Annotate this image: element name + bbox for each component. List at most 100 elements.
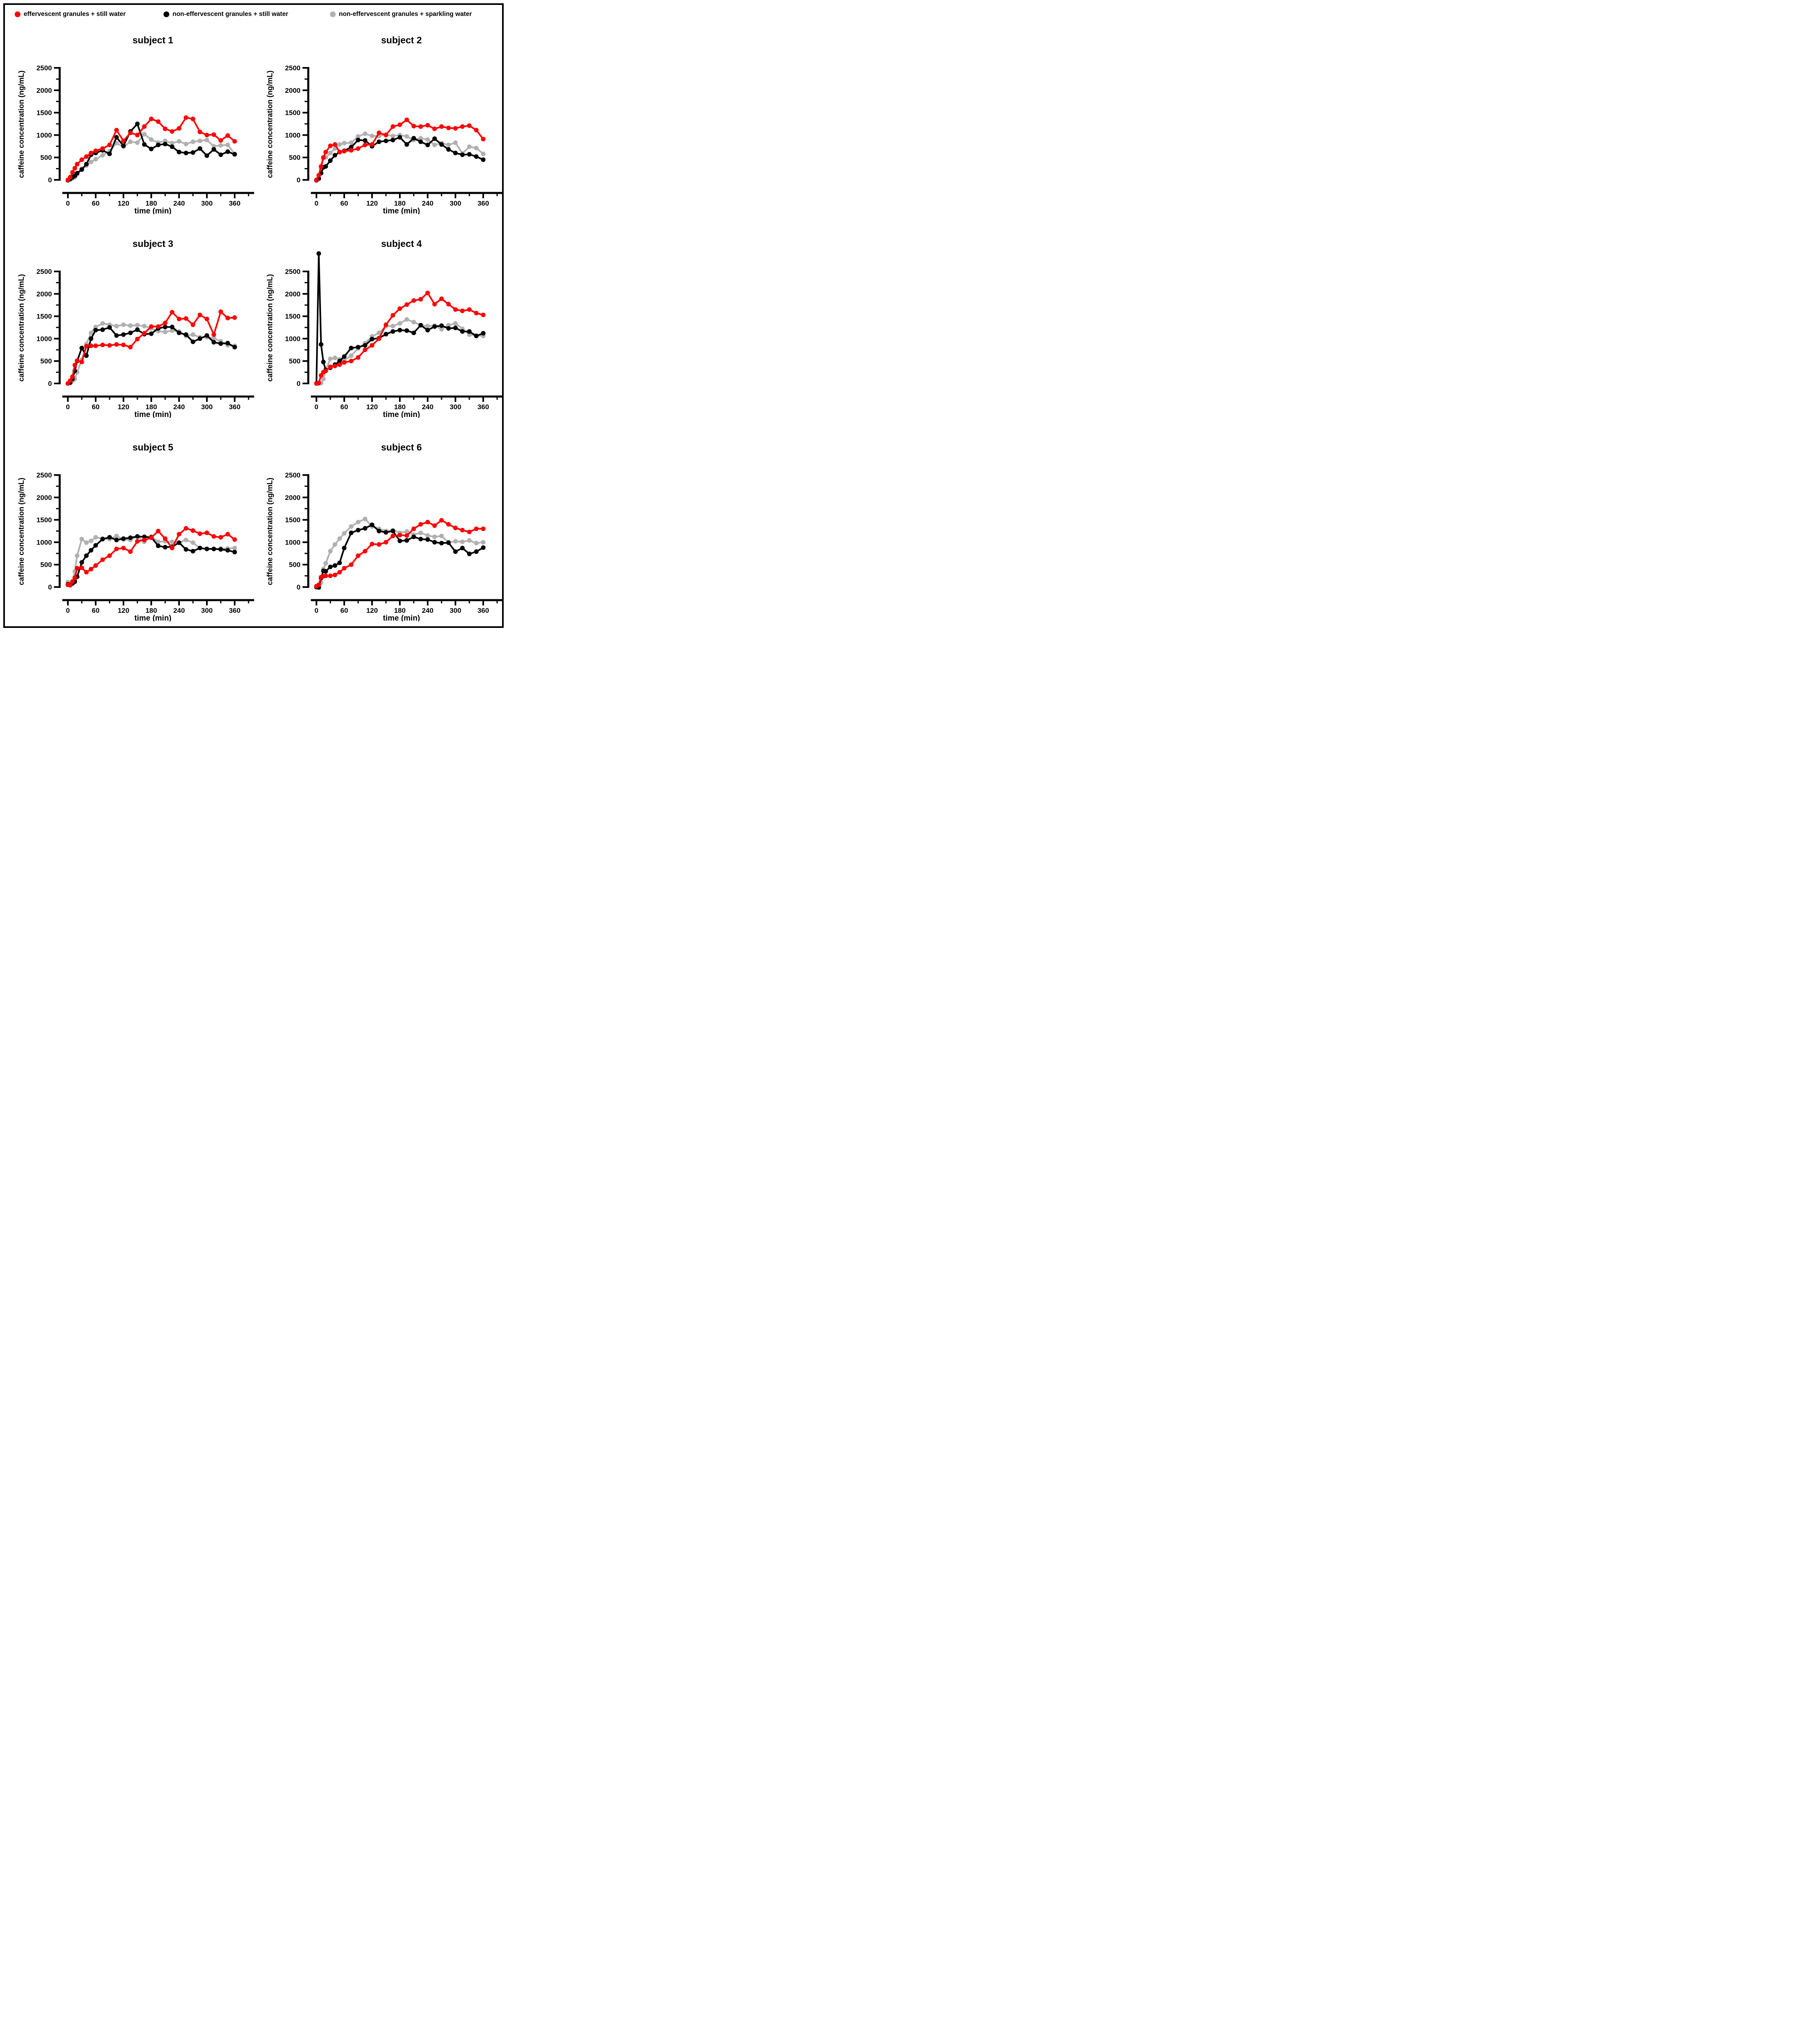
data-point-non-effervescent-granules-sparkling-water: [184, 538, 188, 542]
data-point-non-effervescent-granules-sparkling-water: [135, 323, 140, 328]
x-tick-label: 180: [394, 403, 406, 411]
data-point-non-effervescent-granules-sparkling-water: [363, 516, 368, 521]
data-point-effervescent-granules-still-water: [418, 522, 423, 527]
data-point-non-effervescent-granules-still-water: [404, 538, 409, 543]
data-point-effervescent-granules-still-water: [390, 533, 395, 538]
y-tick-label: 1000: [36, 538, 52, 546]
data-point-effervescent-granules-still-water: [72, 575, 77, 580]
data-point-non-effervescent-granules-still-water: [135, 121, 140, 126]
data-point-non-effervescent-granules-still-water: [163, 545, 168, 550]
data-point-effervescent-granules-still-water: [128, 549, 133, 554]
y-tick-label: 1000: [285, 335, 300, 343]
data-point-non-effervescent-granules-still-water: [453, 549, 458, 554]
data-point-effervescent-granules-still-water: [114, 547, 119, 551]
data-point-effervescent-granules-still-water: [84, 154, 89, 159]
data-point-effervescent-granules-still-water: [70, 170, 75, 175]
data-point-non-effervescent-granules-still-water: [383, 530, 388, 535]
x-axis-label: time (min): [135, 410, 172, 418]
data-point-effervescent-granules-still-water: [337, 362, 342, 367]
data-point-effervescent-granules-still-water: [332, 572, 337, 577]
data-point-effervescent-granules-still-water: [342, 360, 347, 365]
data-point-effervescent-granules-still-water: [439, 296, 444, 301]
legend-item-noneffervescent-still: non-effervescent granules + still water: [164, 11, 288, 18]
data-point-effervescent-granules-still-water: [70, 374, 75, 379]
series-line-non-effervescent-granules-still-water: [67, 536, 235, 586]
data-point-effervescent-granules-still-water: [349, 359, 354, 363]
y-tick-label: 500: [289, 561, 300, 569]
data-point-non-effervescent-granules-still-water: [163, 325, 168, 329]
data-point-non-effervescent-granules-still-water: [142, 534, 147, 539]
data-point-non-effervescent-granules-still-water: [114, 333, 119, 338]
data-point-non-effervescent-granules-still-water: [397, 328, 402, 333]
series-line-effervescent-granules-still-water: [316, 519, 484, 587]
data-point-non-effervescent-granules-still-water: [481, 545, 486, 550]
data-point-effervescent-granules-still-water: [72, 363, 77, 368]
y-tick-label: 2000: [285, 87, 300, 94]
data-point-non-effervescent-granules-still-water: [318, 342, 323, 347]
y-tick-label: 500: [40, 357, 52, 365]
data-point-non-effervescent-granules-still-water: [332, 153, 337, 158]
data-point-non-effervescent-granules-still-water: [377, 139, 381, 144]
data-point-non-effervescent-granules-still-water: [363, 138, 368, 143]
data-point-effervescent-granules-still-water: [474, 311, 479, 316]
data-point-non-effervescent-granules-still-water: [467, 551, 472, 556]
data-point-effervescent-granules-still-water: [114, 342, 119, 347]
data-point-effervescent-granules-still-water: [318, 373, 323, 378]
data-point-effervescent-granules-still-water: [342, 566, 347, 571]
data-point-non-effervescent-granules-sparkling-water: [89, 538, 94, 543]
data-point-effervescent-granules-still-water: [75, 358, 80, 363]
x-axis-label: time (min): [135, 614, 172, 621]
data-point-non-effervescent-granules-still-water: [316, 251, 321, 256]
series-line-effervescent-granules-still-water: [67, 311, 235, 384]
data-point-non-effervescent-granules-sparkling-water: [432, 534, 437, 539]
y-tick-label: 1000: [285, 131, 300, 139]
data-point-non-effervescent-granules-sparkling-water: [460, 539, 465, 544]
y-tick-label: 0: [48, 583, 52, 591]
legend-item-noneffervescent-sparkling: non-effervescent granules + sparkling wa…: [330, 11, 472, 18]
data-point-effervescent-granules-still-water: [156, 529, 161, 533]
data-point-non-effervescent-granules-sparkling-water: [184, 141, 188, 146]
data-point-non-effervescent-granules-sparkling-water: [404, 317, 409, 322]
y-axis-label: caffeine concentration (ng/mL): [266, 477, 274, 585]
x-tick-label: 180: [394, 607, 406, 614]
chart-svg: subject 3 0 500 1000 1500 2000 2500 caffeine co…: [17, 238, 254, 419]
data-point-non-effervescent-granules-still-water: [184, 547, 188, 552]
data-point-non-effervescent-granules-sparkling-water: [128, 323, 133, 328]
data-point-effervescent-granules-still-water: [184, 115, 188, 120]
data-point-effervescent-granules-still-water: [316, 582, 321, 587]
x-tick-label: 240: [173, 199, 185, 207]
x-tick-label: 300: [201, 199, 213, 207]
data-point-non-effervescent-granules-still-water: [149, 146, 154, 151]
data-point-non-effervescent-granules-still-water: [218, 547, 223, 552]
data-point-effervescent-granules-still-water: [225, 532, 230, 537]
data-point-non-effervescent-granules-still-water: [107, 325, 112, 330]
x-tick-label: 360: [229, 403, 240, 411]
x-axis-label: time (min): [383, 614, 420, 621]
data-point-non-effervescent-granules-still-water: [191, 339, 195, 344]
data-point-non-effervescent-granules-still-water: [342, 546, 347, 551]
x-tick-label: 360: [229, 199, 240, 207]
data-point-non-effervescent-granules-sparkling-water: [467, 144, 472, 149]
data-point-non-effervescent-granules-still-water: [232, 549, 237, 555]
y-tick-label: 1500: [36, 516, 52, 524]
data-point-non-effervescent-granules-sparkling-water: [93, 157, 98, 162]
data-point-non-effervescent-granules-still-water: [383, 332, 388, 336]
x-axis-label: time (min): [383, 207, 420, 214]
x-tick-label: 60: [92, 403, 100, 411]
y-tick-label: 0: [48, 380, 52, 388]
data-point-non-effervescent-granules-sparkling-water: [232, 546, 237, 551]
data-point-non-effervescent-granules-still-water: [100, 327, 105, 332]
data-point-effervescent-granules-still-water: [156, 324, 161, 329]
data-point-effervescent-granules-still-water: [383, 540, 388, 545]
data-point-non-effervescent-granules-still-water: [370, 522, 374, 527]
data-point-non-effervescent-granules-still-water: [197, 336, 202, 341]
data-point-non-effervescent-granules-still-water: [467, 152, 472, 157]
data-point-non-effervescent-granules-still-water: [170, 325, 175, 329]
subplot-subject-2: subject 2 0 500 1000 1500 2000 2500 caffeine co…: [260, 30, 505, 215]
data-point-effervescent-granules-still-water: [460, 124, 465, 129]
data-point-effervescent-granules-still-water: [142, 124, 147, 129]
data-point-effervescent-granules-still-water: [170, 546, 175, 551]
data-point-effervescent-granules-still-water: [377, 542, 381, 547]
data-point-non-effervescent-granules-still-water: [474, 154, 479, 159]
series-line-non-effervescent-granules-sparkling-water: [316, 133, 484, 181]
